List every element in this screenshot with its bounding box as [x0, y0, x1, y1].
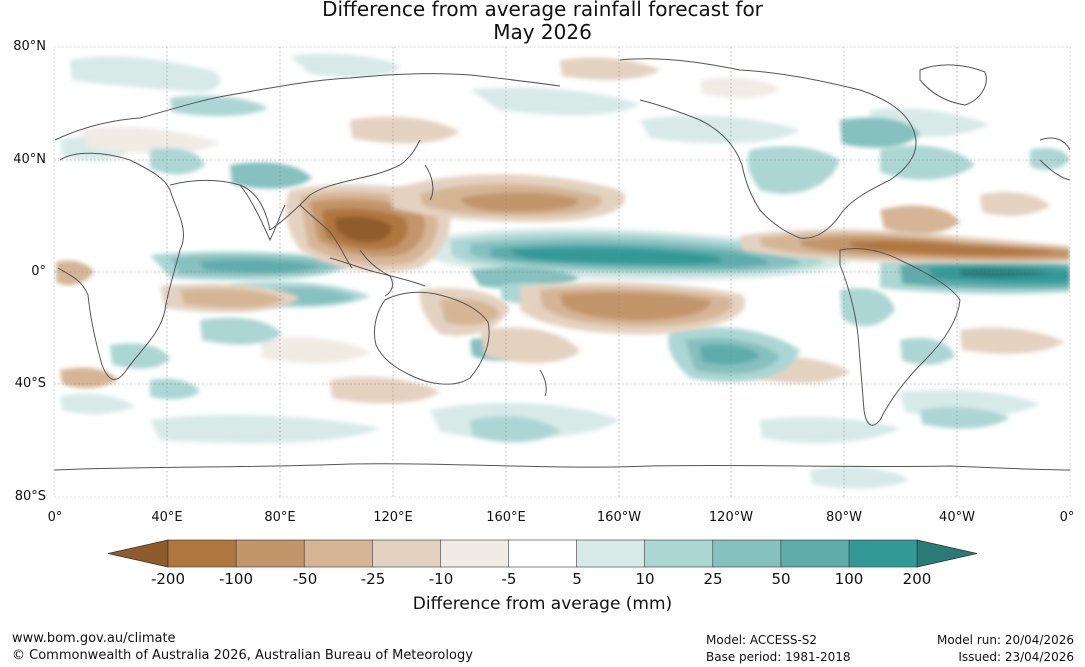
lat-label-40s: 40°S	[14, 376, 46, 391]
lon-label-120w: 120°W	[708, 510, 754, 525]
lat-label-0: 0°	[31, 264, 46, 279]
lon-label-40w: 40°W	[939, 510, 975, 525]
colorbar-tick-label: -25	[360, 570, 386, 588]
colorbar-segment	[848, 539, 918, 568]
anomaly-field	[56, 53, 1070, 489]
colorbar-tick-label: -100	[218, 570, 254, 588]
colorbar-segment	[576, 539, 646, 568]
colorbar-tick-label: 200	[902, 570, 932, 588]
footer-base-period: Base period: 1981-2018	[706, 650, 851, 664]
footer-url: www.bom.gov.au/climate	[12, 631, 176, 646]
lon-label-0-right: 0°	[1059, 510, 1075, 525]
colorbar-segment	[303, 539, 374, 568]
lon-label-160e: 160°E	[486, 510, 526, 525]
colorbar-tick-label: 100	[834, 570, 864, 588]
colorbar-title: Difference from average (mm)	[412, 594, 673, 614]
colorbar-segment	[235, 539, 306, 568]
colorbar-segment	[440, 539, 510, 568]
colorbar-segment	[780, 539, 850, 568]
colorbar-tick-label: -50	[292, 570, 318, 588]
colorbar-tick-label: 5	[572, 570, 582, 588]
lat-label-40n: 40°N	[13, 152, 46, 167]
lon-label-80e: 80°E	[264, 510, 296, 525]
lon-label-120e: 120°E	[373, 510, 413, 525]
colorbar-segment	[644, 539, 714, 568]
footer-copyright: © Commonwealth of Australia 2026, Austra…	[12, 648, 473, 663]
colorbar-tick-label: 25	[703, 570, 723, 588]
map-title-line-1: Difference from average rainfall forecas…	[322, 0, 763, 21]
colorbar-segment	[712, 539, 782, 568]
colorbar-tick-label: -200	[150, 570, 186, 588]
footer-issued: Issued: 23/04/2026	[958, 650, 1074, 664]
footer-model: Model: ACCESS-S2	[706, 633, 818, 647]
footer-model-run: Model run: 20/04/2026	[936, 633, 1074, 647]
lat-label-80n: 80°N	[13, 39, 46, 54]
colorbar	[107, 539, 978, 568]
colorbar-segment	[371, 539, 442, 568]
colorbar-segment	[167, 539, 237, 568]
map-title-line-2: May 2026	[493, 20, 592, 44]
colorbar-arrow-low	[107, 539, 169, 568]
colorbar-segment	[508, 539, 578, 568]
lon-label-160w: 160°W	[596, 510, 642, 525]
colorbar-tick-label: 10	[635, 570, 655, 588]
colorbar-tick-label: -10	[428, 570, 454, 588]
gridlines	[54, 47, 1070, 497]
lon-label-80w: 80°W	[826, 510, 862, 525]
colorbar-tick-label: -5	[501, 570, 517, 588]
colorbar-tick-label: 50	[771, 570, 791, 588]
lon-label-40e: 40°E	[151, 510, 183, 525]
lon-label-0-left: 0°	[47, 510, 63, 525]
lat-label-80s: 80°S	[14, 489, 46, 504]
colorbar-arrow-high	[916, 539, 978, 568]
